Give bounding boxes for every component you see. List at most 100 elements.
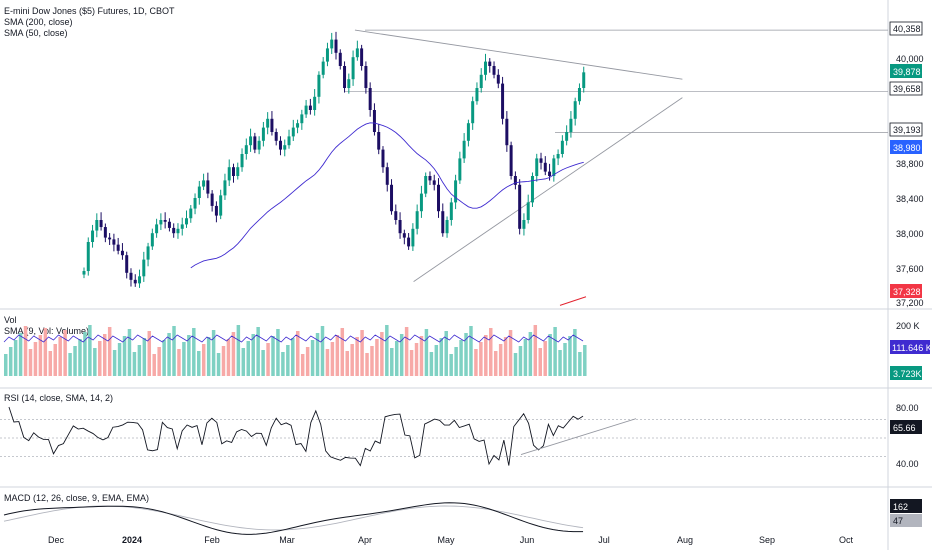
candle-body bbox=[206, 180, 210, 194]
badge-39193: 39,193 bbox=[889, 122, 923, 137]
volume-bar bbox=[83, 332, 87, 376]
volume-bar bbox=[53, 344, 57, 376]
candle-body bbox=[445, 220, 449, 234]
volume-bar bbox=[73, 346, 77, 376]
volume-bar bbox=[142, 338, 147, 376]
volume-bar bbox=[315, 333, 320, 376]
badge-volume-sma-text: 111.646 K bbox=[892, 343, 932, 353]
badge-40358-text: 40,358 bbox=[893, 24, 921, 34]
candle-body bbox=[577, 88, 581, 102]
volume-bar bbox=[291, 338, 295, 376]
volume-bar bbox=[578, 352, 582, 376]
volume-bar bbox=[360, 330, 364, 376]
volume-bar bbox=[493, 351, 498, 376]
candle-body bbox=[560, 140, 564, 154]
volume-bar bbox=[127, 329, 132, 376]
candle-body bbox=[437, 184, 441, 212]
candle-body bbox=[565, 132, 569, 141]
trendline-lower bbox=[413, 97, 683, 282]
price-tick-40000: 40,000 bbox=[896, 54, 924, 64]
volume-bar bbox=[553, 327, 557, 376]
x-tick-aug: Aug bbox=[677, 535, 693, 545]
candle-body bbox=[496, 74, 500, 84]
volume-bar bbox=[350, 344, 354, 376]
volume-bar bbox=[157, 347, 161, 376]
sma50-legend: SMA (50, close) bbox=[4, 28, 68, 38]
volume-bar bbox=[394, 341, 399, 376]
candle-body bbox=[176, 228, 180, 234]
volume-bar bbox=[48, 351, 53, 376]
candle-body bbox=[582, 72, 586, 88]
candle-body bbox=[138, 276, 142, 284]
candle-body bbox=[573, 101, 577, 119]
volume-bar bbox=[192, 328, 196, 376]
candle-body bbox=[479, 74, 483, 88]
candle-body bbox=[415, 211, 419, 229]
candle-body bbox=[112, 239, 116, 245]
volume-bar bbox=[479, 342, 483, 376]
candle-body bbox=[381, 149, 385, 168]
candle-body bbox=[548, 171, 552, 176]
candle-body bbox=[197, 186, 201, 198]
volume-bar bbox=[231, 332, 236, 376]
volume-bar bbox=[419, 336, 424, 376]
volume-bar bbox=[399, 334, 404, 376]
candle-body bbox=[338, 52, 342, 66]
candle-body bbox=[283, 145, 287, 150]
badge-macd-signal: 47 bbox=[890, 514, 922, 527]
candle-body bbox=[142, 259, 146, 277]
volume-bar bbox=[469, 326, 473, 376]
volume-bar bbox=[439, 338, 444, 376]
badge-volume-last: 3.723K bbox=[890, 366, 922, 380]
volume-bar bbox=[429, 352, 434, 376]
volume-bar bbox=[78, 339, 82, 376]
candle-body bbox=[244, 145, 248, 154]
volume-bar bbox=[459, 340, 463, 376]
candle-body bbox=[120, 250, 124, 256]
candle-body bbox=[86, 242, 90, 272]
volume-bar bbox=[216, 353, 221, 376]
candle-body bbox=[236, 167, 240, 176]
badge-40358: 40,358 bbox=[889, 21, 923, 36]
x-tick-feb: Feb bbox=[204, 535, 220, 545]
candle-body bbox=[133, 279, 137, 284]
volume-bar bbox=[167, 333, 171, 376]
candle-body bbox=[108, 237, 112, 240]
rsi-trendline bbox=[520, 418, 637, 455]
volume-bar bbox=[489, 328, 493, 376]
candle-body bbox=[129, 272, 133, 280]
candle-body bbox=[103, 227, 107, 238]
x-tick-2024: 2024 bbox=[122, 535, 142, 545]
candle-body bbox=[270, 118, 274, 132]
candle-body bbox=[377, 132, 381, 150]
candle-body bbox=[390, 184, 394, 212]
candle-body bbox=[146, 246, 150, 260]
volume-tick-200k: 200 K bbox=[896, 321, 920, 331]
badge-rsi: 65.66 bbox=[890, 420, 922, 434]
candle-body bbox=[91, 230, 95, 242]
candle-body bbox=[398, 220, 402, 234]
volume-bar bbox=[375, 339, 379, 376]
x-tick-oct: Oct bbox=[839, 535, 854, 545]
volume-bar bbox=[93, 348, 97, 376]
candle-body bbox=[172, 227, 176, 234]
volume-bar bbox=[513, 353, 518, 376]
candle-body bbox=[167, 221, 171, 228]
volume-bar bbox=[88, 325, 92, 376]
badge-macd: 162 bbox=[890, 499, 922, 513]
candle-body bbox=[266, 118, 270, 128]
candle-body bbox=[155, 224, 159, 234]
candle-body bbox=[308, 105, 312, 110]
candle-body bbox=[82, 271, 86, 275]
sma200-legend: SMA (200, close) bbox=[4, 17, 73, 27]
volume-bar bbox=[201, 344, 206, 376]
trendline-upper bbox=[354, 29, 683, 80]
candle-body bbox=[347, 79, 351, 88]
candle-body bbox=[287, 136, 291, 146]
candle-body bbox=[428, 176, 432, 181]
candle-body bbox=[150, 233, 154, 247]
macd-label: MACD (12, 26, close, 9, EMA, EMA) bbox=[4, 493, 149, 503]
candle-body bbox=[556, 154, 560, 159]
candle-body bbox=[449, 202, 453, 220]
